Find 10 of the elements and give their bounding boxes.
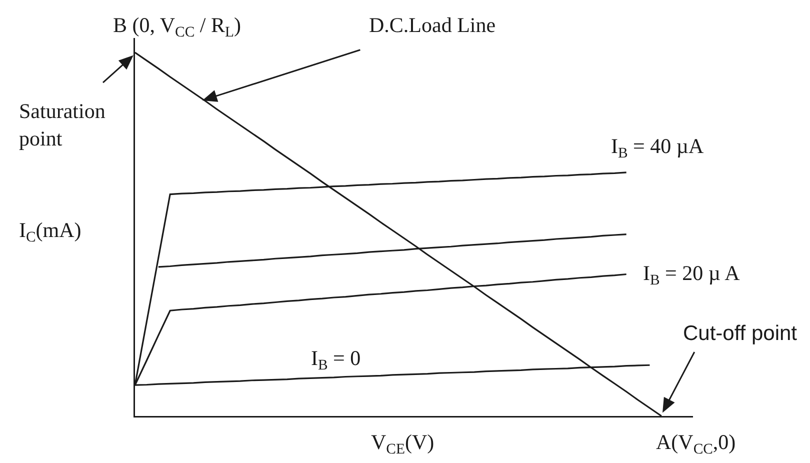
text: A(V$_{CC}$,0) xyxy=(656,430,736,458)
series-label: I$_{B}$ = 0 xyxy=(311,346,361,374)
text: Cut-off point xyxy=(683,322,798,345)
y-axis-title: I$_{C}$(mA) xyxy=(19,218,82,246)
text: D.C.Load Line xyxy=(369,13,496,37)
series-label: I$_{B}$ = 20 µ A xyxy=(643,261,741,288)
series-label: I$_{B}$ = 40 µA xyxy=(611,134,704,162)
x-axis-title: V$_{CE}$(V) xyxy=(371,430,434,458)
text: Saturation point xyxy=(19,99,106,150)
text: B (0, V$_{CC}$ / R$_{L}$) xyxy=(113,13,241,40)
